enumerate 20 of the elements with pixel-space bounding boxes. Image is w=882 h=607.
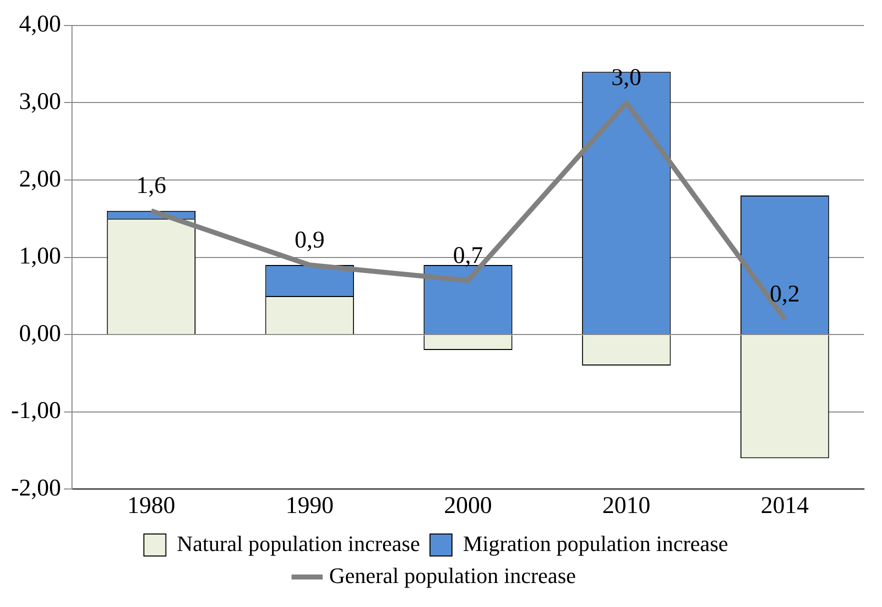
data-label: 0,2: [770, 281, 800, 308]
y-tick-label: -1,00: [10, 398, 61, 424]
y-tick-label: -2,00: [10, 475, 61, 502]
y-tick-label: 0,00: [18, 320, 61, 347]
y-tick-label: 4,00: [18, 12, 61, 38]
x-tick-label: 1980: [127, 492, 176, 519]
x-tick-label: 1990: [286, 492, 334, 519]
data-label: 3,0: [611, 64, 642, 91]
y-tick-label: 1,00: [18, 244, 61, 270]
data-label: 0,9: [294, 227, 325, 254]
y-tick-label: 2,00: [18, 166, 61, 192]
legend-label: Migration population increase: [462, 530, 728, 556]
data-label: 1,6: [136, 173, 166, 200]
data-label: 0,7: [452, 242, 483, 269]
y-tick-label: 3,00: [18, 88, 61, 115]
legend-label: General population increase: [329, 562, 576, 588]
x-tick-label: 2014: [760, 492, 809, 519]
legend-label: Natural population increase: [176, 530, 420, 556]
x-tick-label: 2000: [444, 492, 492, 519]
x-tick-label: 2010: [602, 492, 650, 519]
